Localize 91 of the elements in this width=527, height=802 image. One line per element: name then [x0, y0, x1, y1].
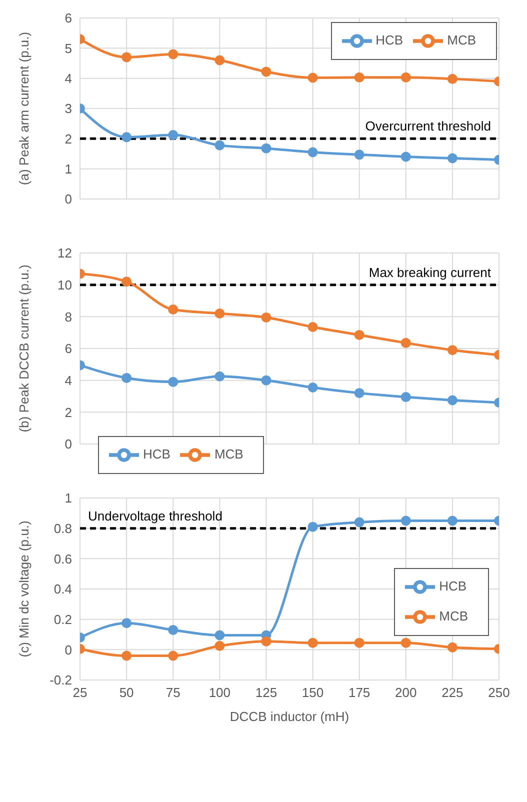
y-tick-label: 0	[64, 436, 72, 452]
point	[261, 312, 272, 322]
x-tick-label: 225	[442, 685, 464, 700]
y-tick-label: 0	[64, 192, 72, 207]
point	[122, 52, 132, 62]
point	[400, 152, 411, 162]
point	[354, 150, 364, 160]
point	[354, 330, 364, 340]
point	[354, 72, 364, 82]
y-axis-title: (b) Peak DCCB current (p.u.)	[16, 264, 32, 432]
y-tick-label: 2	[64, 404, 72, 420]
point	[214, 640, 225, 651]
y-tick-label: 0.4	[54, 582, 72, 597]
point	[168, 304, 178, 315]
x-tick-label: 150	[302, 685, 324, 700]
point	[122, 618, 132, 628]
point	[261, 636, 272, 646]
point	[400, 638, 411, 648]
y-tick-label: 0.8	[54, 520, 72, 536]
legend-label: HCB	[439, 578, 467, 594]
y-tick-label: 3	[64, 101, 72, 116]
point	[261, 66, 272, 77]
y-tick-label: 2	[64, 131, 72, 146]
ref-line-label: Undervoltage threshold	[88, 508, 222, 524]
point	[308, 382, 318, 392]
point	[214, 55, 225, 66]
point	[447, 345, 458, 356]
x-axis-title: DCCB inductor (mH)	[230, 709, 350, 724]
point	[214, 140, 225, 150]
point	[214, 371, 225, 382]
point	[168, 624, 178, 635]
point	[308, 147, 318, 158]
y-tick-label: 1	[64, 161, 72, 176]
point	[354, 638, 364, 648]
point	[261, 143, 272, 154]
y-tick-label: 0	[64, 642, 72, 658]
legend-label: MCB	[214, 446, 244, 462]
legend-label: MCB	[447, 32, 476, 48]
y-tick-label: 6	[64, 341, 72, 356]
point	[400, 338, 411, 348]
point	[122, 650, 132, 661]
x-tick-label: 25	[72, 685, 88, 700]
point	[168, 49, 178, 60]
point	[447, 153, 458, 164]
point	[447, 74, 458, 84]
y-axis-title: (c) Min dc voltage (p.u.)	[16, 520, 32, 658]
y-tick-label: 6	[64, 10, 72, 26]
ref-line-label: Max breaking current	[368, 264, 492, 280]
y-tick-label: 8	[64, 309, 72, 324]
y-tick-label: 10	[58, 277, 72, 292]
y-tick-label: 0.6	[54, 551, 72, 566]
x-tick-label: 200	[395, 685, 417, 700]
x-tick-label: 250	[488, 685, 510, 700]
legend-label: HCB	[376, 32, 404, 48]
point	[168, 376, 178, 387]
legend-label: HCB	[143, 446, 170, 462]
point	[168, 650, 178, 661]
point	[447, 395, 458, 406]
point	[447, 516, 458, 526]
point	[308, 638, 318, 648]
y-tick-label: 4	[64, 372, 72, 388]
point	[308, 72, 318, 83]
x-tick-label: 50	[119, 685, 134, 700]
x-tick-label: 125	[255, 685, 278, 700]
point	[122, 276, 132, 287]
point	[308, 522, 318, 532]
point	[400, 72, 411, 82]
x-tick-label: 75	[166, 685, 180, 700]
point	[400, 516, 411, 526]
legend-label: MCB	[439, 608, 468, 624]
point	[400, 392, 411, 402]
point	[168, 130, 178, 140]
point	[354, 388, 364, 398]
y-tick-label: 0.2	[54, 612, 72, 627]
y-tick-label: 4	[64, 70, 72, 86]
point	[447, 642, 458, 652]
ref-line-label: Overcurrent threshold	[365, 118, 491, 134]
x-tick-label: 100	[208, 685, 231, 700]
y-tick-label: 12	[58, 246, 72, 261]
point	[214, 308, 225, 318]
point	[261, 375, 272, 386]
y-tick-label: 1	[64, 490, 72, 506]
point	[122, 132, 132, 142]
point	[354, 517, 364, 528]
point	[122, 372, 132, 383]
point	[214, 630, 225, 640]
y-tick-label: -0.2	[50, 672, 72, 688]
y-axis-title: (a) Peak arm current (p.u.)	[16, 32, 32, 186]
y-tick-label: 5	[64, 40, 72, 56]
x-tick-label: 175	[348, 685, 370, 700]
point	[308, 322, 318, 332]
